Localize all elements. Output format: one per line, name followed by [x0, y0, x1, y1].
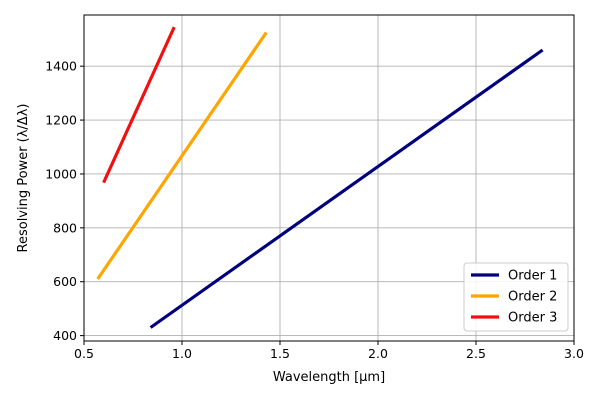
y-axis-label: Resolving Power (λ/Δλ) [16, 104, 31, 253]
legend-label-order-3: Order 3 [508, 311, 557, 326]
x-tick-label: 0.5 [74, 346, 94, 361]
legend: Order 1 Order 2 Order 3 [463, 262, 569, 332]
x-tick-label: 1.5 [270, 346, 290, 361]
legend-label-order-2: Order 2 [508, 290, 557, 305]
legend-label-order-1: Order 1 [508, 269, 557, 284]
x-axis: 0.5 1.0 1.5 2.0 2.5 3.0 [74, 341, 584, 361]
x-tick-label: 3.0 [564, 346, 584, 361]
series-line-order-1 [149, 48, 544, 329]
series-line-order-3 [102, 26, 176, 184]
y-axis: 400 600 800 1000 1200 1400 [45, 59, 84, 343]
y-tick-label: 800 [53, 220, 77, 235]
y-tick-label: 1400 [45, 59, 77, 74]
x-tick-label: 1.0 [172, 346, 192, 361]
y-tick-label: 400 [53, 328, 77, 343]
plot-frame [83, 14, 575, 342]
x-axis-label: Wavelength [μm] [273, 370, 385, 385]
y-tick-label: 1000 [45, 166, 77, 181]
plot-series [96, 26, 544, 329]
y-tick-label: 600 [53, 274, 77, 289]
legend-box [463, 262, 569, 332]
series-line-order-2 [96, 31, 268, 280]
x-tick-label: 2.0 [368, 346, 388, 361]
x-tick-label: 2.5 [466, 346, 486, 361]
y-tick-label: 1200 [45, 113, 77, 128]
